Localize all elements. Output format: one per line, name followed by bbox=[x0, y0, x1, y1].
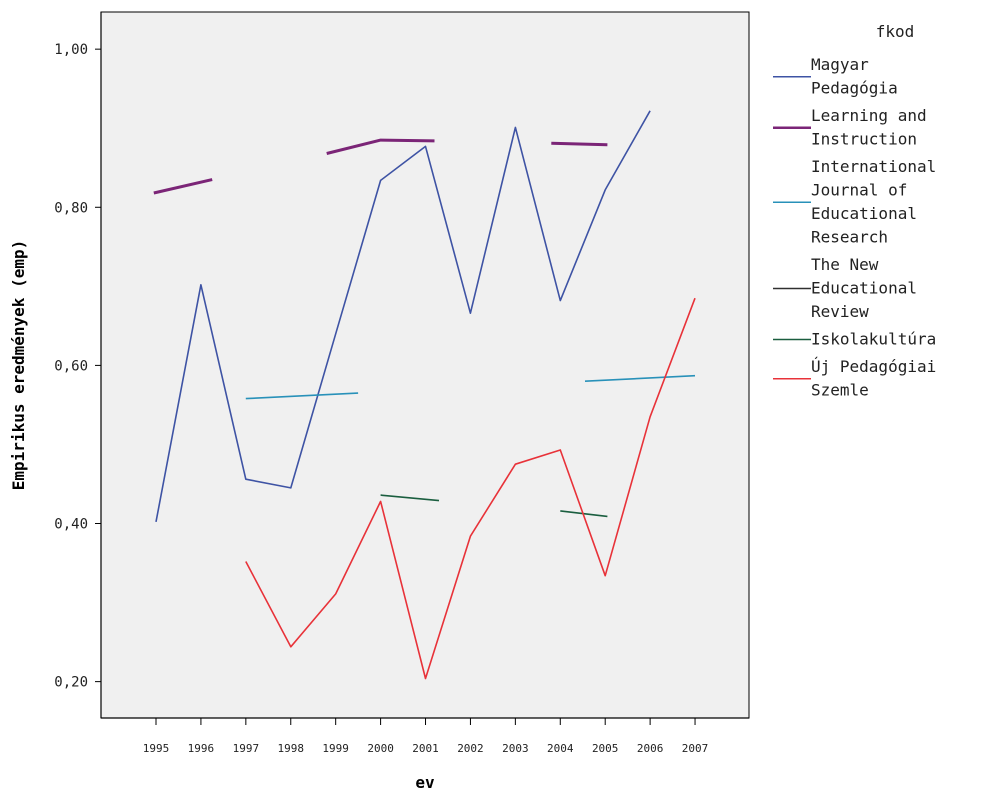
x-tick-label: 1998 bbox=[278, 742, 305, 755]
legend-label: Research bbox=[811, 228, 888, 247]
series-line bbox=[584, 374, 696, 382]
legend-label: Iskolakultúra bbox=[811, 330, 936, 349]
series-line bbox=[326, 138, 435, 155]
legend-item: Iskolakultúra bbox=[773, 330, 936, 349]
series-line bbox=[380, 494, 440, 502]
axes-layer: 0,20 0,40 0,60 0,80 1,00 1995 1996 1997 1998 1999… bbox=[54, 12, 749, 755]
x-tick-label: 2005 bbox=[592, 742, 619, 755]
x-axis-title: ev bbox=[415, 773, 435, 792]
series-5 bbox=[245, 297, 696, 680]
series-line bbox=[155, 110, 651, 523]
legend-label: Instruction bbox=[811, 130, 917, 149]
legend-item: Új Pedagógiai Szemle bbox=[773, 357, 936, 400]
legend: fkod Magyar Pedagógia Learning and Instruct… bbox=[773, 22, 936, 400]
legend-item: International Journal of Educational Resear… bbox=[773, 157, 936, 247]
x-tick-label: 2000 bbox=[367, 742, 394, 755]
legend-label: Journal of bbox=[811, 181, 907, 200]
legend-label: Educational bbox=[811, 279, 917, 298]
x-tick-label: 2007 bbox=[682, 742, 709, 755]
legend-label: Új Pedagógiai bbox=[811, 357, 936, 376]
legend-label: International bbox=[811, 157, 936, 176]
series-0 bbox=[155, 110, 651, 523]
legend-item: Magyar Pedagógia bbox=[773, 55, 898, 98]
series-line bbox=[153, 178, 213, 195]
series-2 bbox=[245, 374, 696, 400]
y-tick-label: 0,60 bbox=[54, 358, 88, 374]
x-tick-label: 1996 bbox=[188, 742, 215, 755]
x-tick-label: 1999 bbox=[322, 742, 349, 755]
legend-title: fkod bbox=[876, 22, 915, 41]
x-tick-label: 1995 bbox=[143, 742, 170, 755]
legend-label: Educational bbox=[811, 204, 917, 223]
y-axis-title: Empirikus eredmények (emp) bbox=[9, 240, 28, 490]
series-1 bbox=[153, 138, 608, 195]
legend-label: Pedagógia bbox=[811, 79, 898, 98]
y-tick-label: 0,80 bbox=[54, 200, 88, 216]
plot-area bbox=[100, 11, 750, 719]
x-tick-label: 2006 bbox=[637, 742, 664, 755]
legend-label: The New bbox=[811, 255, 879, 274]
legend-label: Review bbox=[811, 302, 869, 321]
legend-item: The New Educational Review bbox=[773, 255, 917, 321]
legend-item: Learning and Instruction bbox=[773, 106, 927, 149]
y-tick-label: 0,40 bbox=[54, 517, 88, 533]
series-line bbox=[245, 392, 359, 400]
x-tick-label: 2001 bbox=[412, 742, 439, 755]
series-layer bbox=[153, 110, 696, 680]
series-line bbox=[245, 297, 696, 680]
x-tick-label: 2004 bbox=[547, 742, 574, 755]
x-tick-label: 2002 bbox=[457, 742, 484, 755]
series-line bbox=[551, 141, 608, 147]
legend-label: Szemle bbox=[811, 381, 869, 400]
x-tick-label: 1997 bbox=[233, 742, 260, 755]
y-tick-label: 1,00 bbox=[54, 42, 88, 58]
y-tick-label: 0,20 bbox=[54, 675, 88, 691]
legend-label: Learning and bbox=[811, 106, 927, 125]
legend-label: Magyar bbox=[811, 55, 869, 74]
x-tick-label: 2003 bbox=[502, 742, 529, 755]
